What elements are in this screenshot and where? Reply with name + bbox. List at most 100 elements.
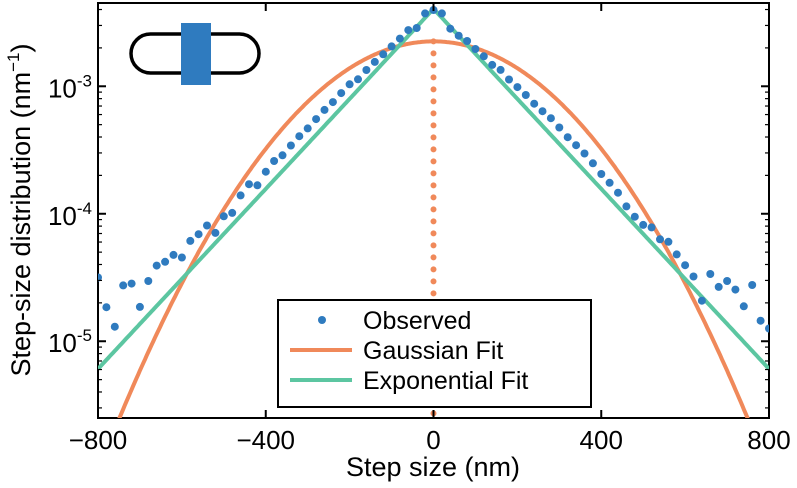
observed-point (614, 188, 622, 197)
observed-point (236, 191, 245, 200)
y-tick-label-base: 10 (48, 328, 77, 358)
observed-point (756, 316, 765, 325)
y-axis-label-main: Step-size distribution (nm (6, 72, 36, 377)
observed-point (505, 75, 513, 84)
observed-point (656, 235, 664, 244)
observed-point (588, 159, 597, 168)
legend-label-observed: Observed (363, 307, 471, 335)
observed-point (354, 75, 362, 84)
observed-point (731, 285, 740, 294)
y-tick-label-base: 10 (48, 73, 77, 103)
legend-label-gaussian: Gaussian Fit (363, 337, 503, 365)
y-tick-label-base: 10 (48, 201, 77, 231)
x-tick-label: 400 (580, 425, 623, 455)
observed-point (488, 60, 497, 69)
observed-point (261, 167, 270, 176)
observed-point (521, 91, 530, 99)
observed-point (320, 105, 329, 114)
observed-point (446, 24, 455, 33)
observed-point (186, 236, 195, 245)
observed-point (152, 261, 161, 270)
observed-point (597, 170, 606, 178)
observed-point (639, 220, 648, 229)
observed-point (412, 24, 421, 32)
legend-box (277, 299, 592, 408)
legend: Observed Gaussian Fit Exponential Fit (277, 299, 592, 408)
observed-point (496, 65, 505, 74)
y-tick-label-exponent: -4 (77, 199, 92, 218)
observed-point (228, 208, 237, 217)
observed-point (681, 261, 690, 270)
observed-point (697, 296, 706, 305)
observed-points (98, 6, 769, 333)
observed-point (437, 9, 446, 18)
observed-point (395, 34, 404, 43)
observed-point (144, 277, 153, 285)
observed-point (664, 237, 673, 246)
observed-point (538, 107, 547, 116)
observed-point (110, 322, 119, 331)
observed-point (245, 180, 253, 189)
observed-point (421, 9, 430, 18)
observed-point (286, 141, 295, 150)
observed-point (270, 157, 279, 165)
observed-point (530, 99, 539, 108)
observed-point (127, 279, 136, 288)
observed-point (303, 124, 312, 133)
observed-point (345, 80, 354, 89)
observed-point (580, 149, 589, 158)
observed-point (102, 303, 111, 312)
observed-point (312, 115, 321, 124)
observed-point (98, 273, 102, 282)
observed-point (404, 26, 413, 35)
observed-point (748, 281, 757, 289)
observed-point (630, 212, 639, 221)
observed-point (479, 52, 488, 61)
legend-marker-observed (318, 316, 326, 324)
observed-point (219, 212, 228, 221)
x-tick-label: 800 (747, 425, 790, 455)
observed-point (572, 141, 581, 150)
observed-point (689, 272, 698, 281)
observed-point (605, 178, 614, 187)
observed-point (119, 281, 128, 290)
observed-point (454, 31, 463, 40)
observed-point (647, 223, 656, 232)
y-tick-label-exponent: -5 (77, 326, 92, 345)
y-axis-label: Step-size distribution (nm−1) (4, 43, 36, 376)
x-tick-label: 0 (426, 425, 440, 455)
observed-point (203, 221, 211, 230)
observed-point (328, 98, 337, 107)
observed-point (387, 42, 396, 51)
observed-point (714, 282, 723, 291)
cell-band (181, 23, 211, 85)
observed-point (253, 181, 262, 190)
observed-point (563, 133, 572, 142)
observed-point (135, 302, 144, 311)
y-tick-label: 10-4 (48, 199, 92, 231)
observed-point (169, 250, 178, 259)
observed-point (765, 324, 769, 333)
observed-point (706, 270, 715, 278)
observed-point (337, 89, 346, 98)
y-axis-label-close: ) (6, 43, 36, 52)
observed-point (471, 45, 480, 53)
observed-point (278, 151, 287, 160)
observed-point (177, 253, 186, 262)
y-tick-label: 10-5 (48, 326, 92, 358)
cell-schematic-icon (129, 23, 261, 85)
observed-point (370, 57, 379, 66)
observed-point (546, 114, 555, 123)
observed-point (555, 123, 564, 132)
observed-point (739, 302, 748, 311)
observed-point (379, 50, 388, 59)
x-tick-label: −800 (69, 425, 128, 455)
legend-label-exponential: Exponential Fit (363, 367, 528, 395)
observed-point (672, 250, 681, 259)
observed-point (463, 37, 472, 45)
observed-point (723, 277, 732, 285)
y-tick-label-exponent: -3 (77, 71, 92, 90)
observed-point (362, 66, 371, 74)
